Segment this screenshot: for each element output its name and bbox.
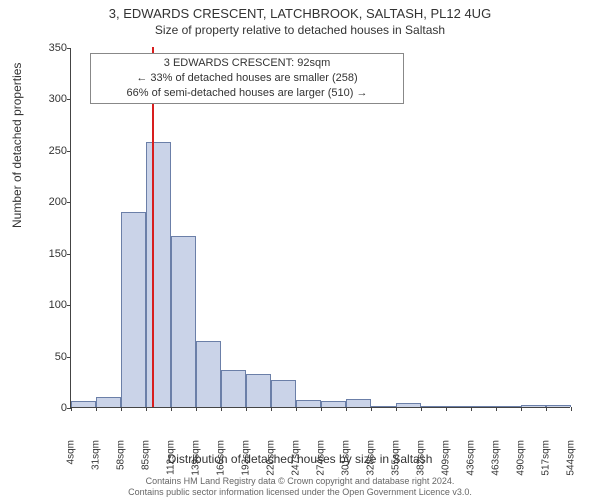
page-title: 3, EDWARDS CRESCENT, LATCHBROOK, SALTASH… xyxy=(0,0,600,21)
histogram-bar xyxy=(146,142,171,407)
footer-line-2: Contains public sector information licen… xyxy=(0,487,600,498)
y-tick-label: 200 xyxy=(31,196,67,208)
info-box-line: 3 EDWARDS CRESCENT: 92sqm xyxy=(97,56,397,71)
histogram-bar xyxy=(296,400,321,407)
histogram-bar xyxy=(121,212,146,407)
histogram-bar xyxy=(446,406,471,407)
y-axis-label: Number of detached properties xyxy=(10,63,24,228)
info-box-line: 66% of semi-detached houses are larger (… xyxy=(97,86,397,101)
histogram-bar xyxy=(346,399,371,407)
info-box-line: ← 33% of detached houses are smaller (25… xyxy=(97,71,397,86)
histogram-bar xyxy=(396,403,421,407)
histogram-bar xyxy=(246,374,271,407)
y-tick-label: 300 xyxy=(31,93,67,105)
histogram-bar xyxy=(496,406,521,407)
histogram-bar xyxy=(196,341,221,407)
histogram-bar xyxy=(221,370,246,407)
footer-line-1: Contains HM Land Registry data © Crown c… xyxy=(0,476,600,487)
histogram-bar xyxy=(371,406,396,407)
histogram-bar xyxy=(71,401,96,407)
footer-attribution: Contains HM Land Registry data © Crown c… xyxy=(0,476,600,499)
histogram-bar xyxy=(171,236,196,407)
info-box: 3 EDWARDS CRESCENT: 92sqm← 33% of detach… xyxy=(90,53,404,104)
x-axis-label: Distribution of detached houses by size … xyxy=(0,452,600,466)
histogram-bar xyxy=(546,405,571,407)
y-tick-label: 250 xyxy=(31,145,67,157)
histogram-bar xyxy=(421,406,446,407)
y-tick-label: 150 xyxy=(31,248,67,260)
page-subtitle: Size of property relative to detached ho… xyxy=(0,21,600,37)
y-tick-label: 0 xyxy=(31,402,67,414)
y-tick-label: 50 xyxy=(31,351,67,363)
histogram-bar xyxy=(271,380,296,407)
histogram-bar xyxy=(96,397,121,407)
histogram-bar xyxy=(471,406,496,407)
histogram-bar xyxy=(321,401,346,407)
y-tick-label: 100 xyxy=(31,299,67,311)
histogram-bar xyxy=(521,405,546,407)
y-tick-label: 350 xyxy=(31,42,67,54)
